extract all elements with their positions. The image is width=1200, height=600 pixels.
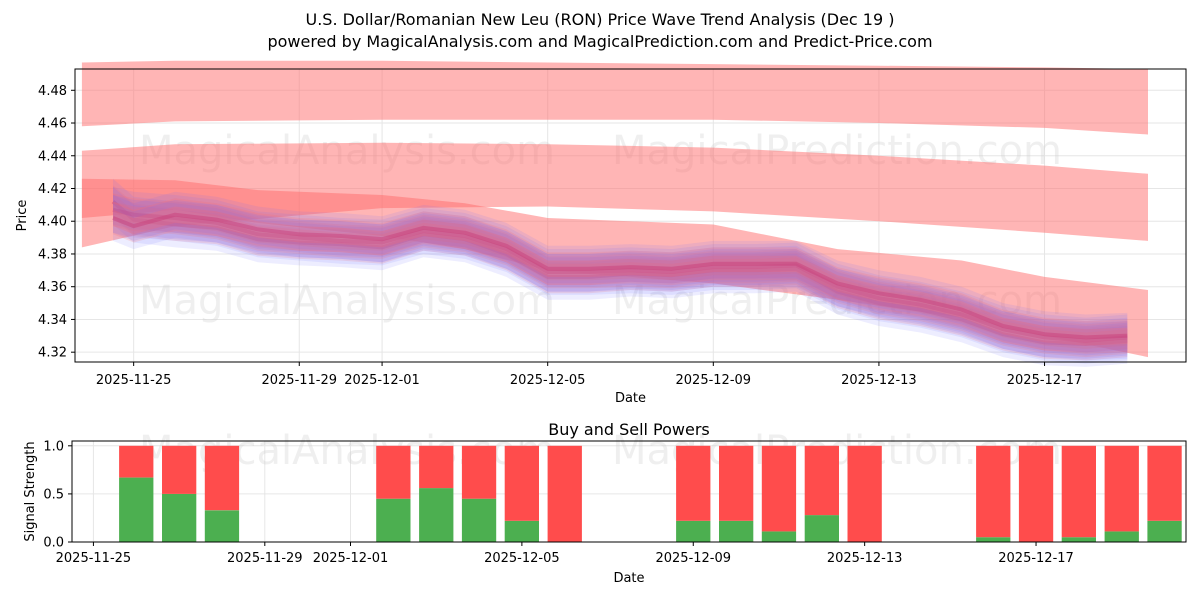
price-ytick-label: 4.42 — [38, 182, 67, 197]
price-plot-frame — [74, 68, 1187, 363]
sell-bar — [1147, 445, 1182, 521]
wave-line-2-halo — [113, 201, 1128, 349]
price-ytick-label: 4.40 — [38, 215, 67, 230]
price-ytick-label: 4.44 — [38, 149, 67, 164]
watermark-text: MagicalAnalysis.com — [139, 278, 555, 324]
wave-line-3-halo — [113, 191, 1128, 361]
price-x-axis-label: Date — [615, 391, 646, 406]
chart-title: U.S. Dollar/Romanian New Leu (RON) Price… — [305, 10, 895, 29]
price-ytick-label: 4.48 — [38, 84, 67, 99]
buy-sell-xtick-label: 2025-12-17 — [998, 551, 1074, 566]
wave-line-3-halo — [113, 199, 1128, 353]
buy-sell-y-axis-label: Signal Strength — [23, 441, 38, 541]
sell-bar — [419, 445, 454, 489]
sell-bar — [504, 445, 539, 521]
sell-bar — [976, 445, 1011, 538]
buy-sell-xtick-label: 2025-11-29 — [227, 551, 303, 566]
wave-line-3-halo — [113, 198, 1128, 354]
upper-band-2 — [81, 142, 1148, 248]
buy-sell-x-axis-label: Date — [613, 571, 644, 586]
buy-sell-xtick-label: 2025-12-09 — [655, 551, 731, 566]
buy-bar — [761, 531, 797, 542]
buy-bar — [1147, 520, 1182, 542]
wave-line-1-halo — [113, 186, 1128, 359]
buy-bar — [804, 515, 839, 542]
buy-sell-ytick-label: 0.0 — [43, 536, 64, 551]
wave-line-2-halo — [113, 195, 1128, 356]
price-ticks: 4.32 4.34 4.36 4.38 4.40 4.42 4.44 4.46 4.48 2025… — [38, 84, 1082, 388]
buy-bar — [119, 477, 154, 542]
price-ytick-label: 4.32 — [38, 346, 67, 361]
price-ytick-label: 4.38 — [38, 247, 67, 262]
buy-bar — [1061, 537, 1096, 542]
price-wave-lines — [111, 178, 1128, 367]
price-xtick-label: 2025-11-25 — [96, 373, 172, 388]
sell-bar — [1104, 445, 1139, 532]
sell-bar — [547, 445, 582, 542]
buy-sell-xtick-label: 2025-12-01 — [313, 551, 389, 566]
chart-subtitle: powered by MagicalAnalysis.com and Magic… — [267, 32, 933, 51]
sell-bar — [461, 445, 497, 499]
price-xtick-label: 2025-12-13 — [841, 373, 917, 388]
buy-sell-xtick-label: 2025-12-05 — [484, 551, 560, 566]
sell-bar — [847, 445, 882, 542]
price-xtick-label: 2025-12-09 — [676, 373, 752, 388]
sell-bar — [719, 445, 754, 521]
sell-bar — [162, 445, 197, 494]
upper-band-1 — [81, 60, 1148, 135]
wave-line-2-halo — [113, 193, 1128, 358]
buy-sell-ytick-label: 0.5 — [43, 487, 64, 502]
sell-bar — [376, 445, 411, 499]
price-y-axis-label: Price — [15, 200, 30, 232]
sell-bar — [761, 445, 797, 532]
buy-sell-chart: MagicalAnalysis.comMagicalPrediction.com… — [23, 420, 1187, 586]
buy-bar — [376, 498, 411, 542]
wave-line-2-halo — [113, 186, 1128, 364]
price-ytick-label: 4.34 — [38, 313, 67, 328]
buy-sell-xtick-label: 2025-11-25 — [56, 551, 132, 566]
price-ytick-label: 4.46 — [38, 117, 67, 132]
buy-bar — [461, 498, 497, 542]
wave-line-1-halo — [113, 185, 1128, 361]
sell-bar — [804, 445, 839, 516]
buy-bar — [204, 510, 240, 542]
buy-bar — [504, 520, 539, 542]
sell-bar — [119, 445, 154, 478]
price-xtick-label: 2025-11-29 — [261, 373, 337, 388]
price-ytick-label: 4.36 — [38, 280, 67, 295]
price-xtick-label: 2025-12-01 — [344, 373, 420, 388]
buy-sell-ytick-label: 1.0 — [43, 439, 64, 454]
buy-sell-xtick-label: 2025-12-13 — [827, 551, 903, 566]
wave-line-1 — [111, 200, 1128, 346]
wave-line-3 — [112, 212, 1128, 340]
sell-bar — [1018, 445, 1054, 542]
price-bands — [81, 60, 1148, 358]
price-chart: MagicalAnalysis.comMagicalPrediction.com… — [15, 60, 1187, 406]
buy-bar — [162, 493, 197, 542]
buy-sell-bars — [119, 445, 1182, 542]
price-xtick-label: 2025-12-05 — [510, 373, 586, 388]
sell-bar — [204, 445, 240, 511]
buy-sell-ticks: 0.0 0.5 1.0 2025-11-25 2025-11-29 2025-12-01 2… — [43, 439, 1074, 566]
upper-band-3 — [81, 178, 1148, 358]
wave-line-3-halo — [113, 206, 1128, 346]
buy-bar — [719, 520, 754, 542]
sell-bar — [676, 445, 711, 521]
wave-line-1-halo — [113, 178, 1128, 367]
buy-bar — [419, 488, 454, 542]
price-xtick-label: 2025-12-17 — [1007, 373, 1083, 388]
buy-bar — [676, 520, 711, 542]
wave-line-1-halo — [113, 193, 1128, 353]
buy-sell-title: Buy and Sell Powers — [548, 420, 710, 439]
wave-line-2 — [112, 207, 1128, 343]
buy-sell-plot-frame — [71, 440, 1187, 543]
buy-bar — [1104, 531, 1139, 542]
sell-bar — [1061, 445, 1096, 538]
buy-bar — [976, 537, 1011, 542]
